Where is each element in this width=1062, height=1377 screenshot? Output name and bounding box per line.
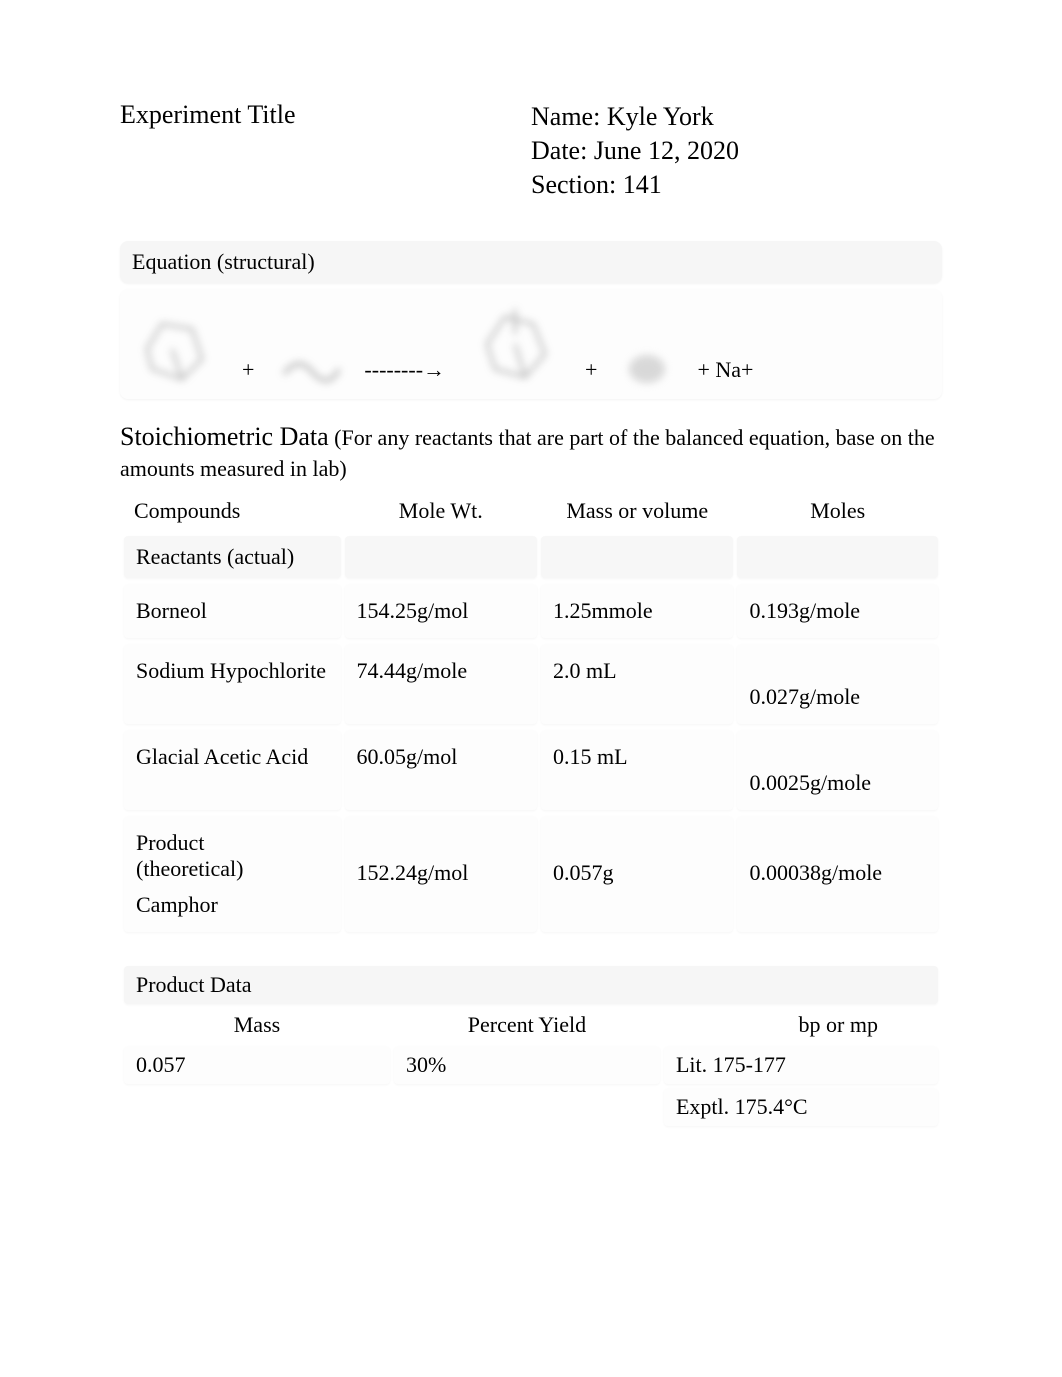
col-mass: Mass bbox=[124, 1008, 390, 1042]
moles-cell: 0.0025g/mole bbox=[737, 730, 938, 810]
product-data-title: Product Data bbox=[124, 966, 938, 1004]
mass-cell: 1.25mmole bbox=[541, 584, 733, 638]
page-container: Experiment Title Name: Kyle York Date: J… bbox=[0, 0, 1062, 1190]
header-right: Name: Kyle York Date: June 12, 2020 Sect… bbox=[531, 100, 942, 201]
exptl-value: Exptl. 175.4°C bbox=[664, 1088, 938, 1126]
product-data-row: 0.057 30% Lit. 175-177 bbox=[124, 1046, 938, 1084]
moles-cell: 0.027g/mole bbox=[737, 644, 938, 724]
mass-cell: 0.057g bbox=[541, 816, 733, 932]
equation-section-title: Equation (structural) bbox=[120, 241, 942, 283]
plus-na: + Na+ bbox=[697, 357, 753, 389]
equation-box: + --------→ + + Na+ bbox=[120, 289, 942, 399]
product-name: Camphor bbox=[136, 892, 329, 918]
name-line: Name: Kyle York bbox=[531, 100, 942, 134]
empty-cell bbox=[394, 1088, 660, 1126]
molecule-naocl-icon bbox=[274, 339, 344, 389]
stoich-caption-lead: Stoichiometric Data bbox=[120, 422, 329, 451]
product-label-2: (theoretical) bbox=[136, 856, 329, 882]
empty-cell bbox=[541, 536, 733, 578]
empty-cell bbox=[737, 536, 938, 578]
compound-cell: Sodium Hypochlorite bbox=[124, 644, 341, 724]
molecule-byproduct-icon bbox=[617, 339, 677, 389]
experiment-title: Experiment Title bbox=[120, 100, 531, 201]
table-row: Glacial Acetic Acid 60.05g/mol 0.15 mL 0… bbox=[124, 730, 938, 810]
mass-cell: 0.15 mL bbox=[541, 730, 733, 810]
empty-cell bbox=[345, 536, 537, 578]
date-value: June 12, 2020 bbox=[594, 136, 739, 165]
table-row: Borneol 154.25g/mol 1.25mmole 0.193g/mol… bbox=[124, 584, 938, 638]
date-label: Date: bbox=[531, 136, 594, 165]
molecule-borneol-icon bbox=[132, 309, 222, 389]
arrow: --------→ bbox=[364, 357, 445, 389]
table-row: Sodium Hypochlorite 74.44g/mole 2.0 mL 0… bbox=[124, 644, 938, 724]
product-compound-cell: Product (theoretical) Camphor bbox=[124, 816, 341, 932]
reactants-label-row: Reactants (actual) bbox=[124, 536, 938, 578]
molecule-camphor-icon bbox=[465, 299, 565, 389]
section-value: 141 bbox=[623, 170, 662, 199]
col-yield: Percent Yield bbox=[394, 1008, 660, 1042]
stoich-caption: Stoichiometric Data (For any reactants t… bbox=[120, 419, 942, 484]
compound-cell: Borneol bbox=[124, 584, 341, 638]
empty-cell bbox=[124, 1088, 390, 1126]
mw-cell: 152.24g/mol bbox=[345, 816, 537, 932]
mw-cell: 74.44g/mole bbox=[345, 644, 537, 724]
name-label: Name: bbox=[531, 102, 607, 131]
section-line: Section: 141 bbox=[531, 168, 942, 202]
mw-cell: 154.25g/mol bbox=[345, 584, 537, 638]
date-line: Date: June 12, 2020 bbox=[531, 134, 942, 168]
product-data-header-row: Mass Percent Yield bp or mp bbox=[124, 1008, 938, 1042]
moles-cell: 0.00038g/mole bbox=[737, 816, 938, 932]
section-label: Section: bbox=[531, 170, 623, 199]
stoich-header-row: Compounds Mole Wt. Mass or volume Moles bbox=[124, 492, 938, 530]
header-row: Experiment Title Name: Kyle York Date: J… bbox=[120, 100, 942, 201]
col-mass: Mass or volume bbox=[541, 492, 733, 530]
plus-1: + bbox=[242, 357, 254, 389]
product-row: Product (theoretical) Camphor 152.24g/mo… bbox=[124, 816, 938, 932]
equation-row: + --------→ + + Na+ bbox=[132, 299, 930, 389]
mass-value: 0.057 bbox=[124, 1046, 390, 1084]
col-bpmp: bp or mp bbox=[664, 1008, 938, 1042]
col-molewt: Mole Wt. bbox=[345, 492, 537, 530]
compound-cell: Glacial Acetic Acid bbox=[124, 730, 341, 810]
lit-value: Lit. 175-177 bbox=[664, 1046, 938, 1084]
moles-cell: 0.193g/mole bbox=[737, 584, 938, 638]
mass-cell: 2.0 mL bbox=[541, 644, 733, 724]
plus-2: + bbox=[585, 357, 597, 389]
stoich-table: Compounds Mole Wt. Mass or volume Moles … bbox=[120, 486, 942, 938]
mw-cell: 60.05g/mol bbox=[345, 730, 537, 810]
name-value: Kyle York bbox=[607, 102, 714, 131]
product-data-title-row: Product Data bbox=[124, 966, 938, 1004]
reactants-label: Reactants (actual) bbox=[124, 536, 341, 578]
col-compounds: Compounds bbox=[124, 492, 341, 530]
product-label-1: Product bbox=[136, 830, 329, 856]
col-moles: Moles bbox=[737, 492, 938, 530]
product-data-row-2: Exptl. 175.4°C bbox=[124, 1088, 938, 1126]
yield-value: 30% bbox=[394, 1046, 660, 1084]
product-data-table: Product Data Mass Percent Yield bp or mp… bbox=[120, 962, 942, 1130]
